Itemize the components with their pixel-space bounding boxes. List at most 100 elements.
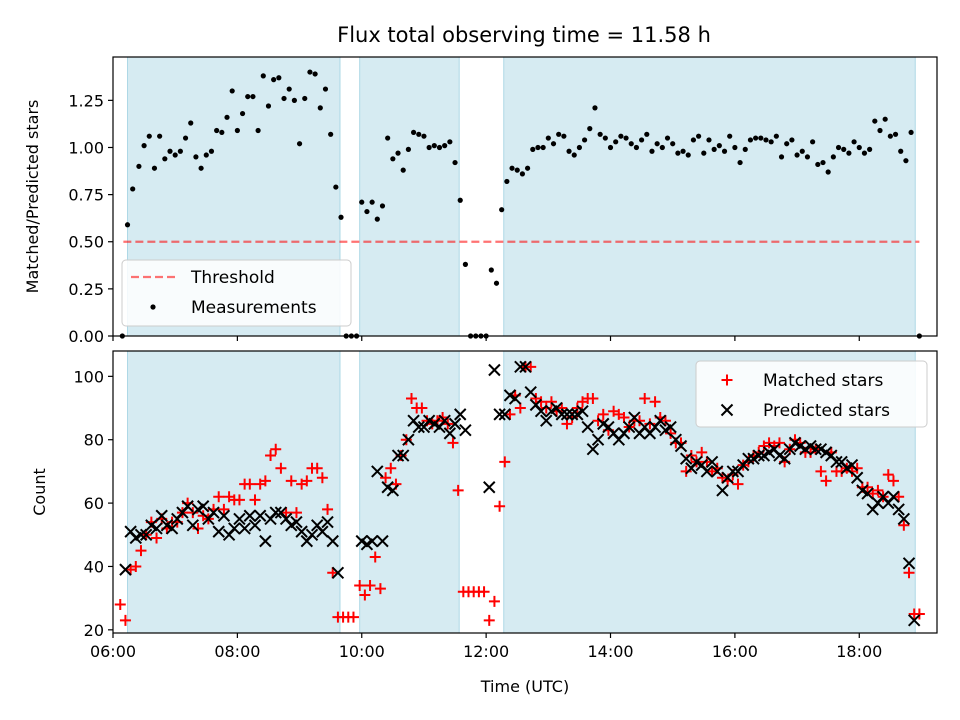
matched-star-marker [696, 446, 708, 458]
measurement-point [778, 154, 785, 160]
predicted-star-marker [555, 408, 569, 421]
measurement-point [841, 146, 847, 152]
measurement-point [540, 144, 546, 151]
measurement-point [556, 131, 562, 137]
measurement-point [794, 152, 800, 158]
matched-star-marker [130, 560, 142, 572]
measurement-point [416, 131, 422, 137]
measurement-point [561, 133, 567, 139]
matched-star-marker [347, 611, 359, 623]
predicted-star-marker [233, 512, 246, 526]
matched-star-marker [447, 437, 459, 449]
predicted-star-marker [438, 414, 451, 427]
predicted-star-marker [119, 563, 132, 576]
legend-matched-label: Matched stars [763, 371, 883, 391]
matched-star-marker [290, 507, 302, 519]
measurement-point [452, 159, 458, 166]
predicted-star-marker [295, 525, 308, 538]
panel-bottom: 20 40 60 80 100 06:00 08:00 10:00 12:00 14:00 16:0… [30, 350, 938, 696]
measurement-point [654, 141, 660, 147]
matched-star-marker [649, 396, 661, 408]
predicted-star-marker [716, 484, 729, 497]
predicted-star-marker [376, 534, 389, 548]
predicted-star-marker [371, 465, 384, 478]
measurement-point [499, 207, 505, 213]
measurement-point [846, 150, 852, 156]
measurement-point [281, 95, 287, 102]
measurement-point [172, 152, 178, 158]
predicted-star-marker [591, 433, 605, 446]
measurement-point [276, 75, 282, 81]
measurement-point [317, 105, 323, 111]
x-tick-label: 06:00 [90, 642, 136, 661]
measurement-point [581, 137, 588, 143]
measurement-point [385, 135, 391, 141]
measurement-point [239, 110, 246, 117]
predicted-star-marker [628, 411, 641, 424]
legend-matched-swatch [721, 374, 733, 386]
measurement-point [431, 143, 437, 149]
observing-span [359, 57, 460, 336]
matched-star-marker [233, 494, 245, 506]
measurement-point [892, 131, 899, 137]
legend: Threshold Measurements [121, 259, 352, 327]
matched-star-marker [374, 583, 386, 595]
matched-star-marker [364, 579, 376, 591]
y-tick-label: 20 [84, 621, 104, 640]
predicted-star-marker [321, 515, 334, 529]
predicted-star-marker [326, 534, 339, 548]
legend: Matched stars Predicted stars [695, 360, 928, 428]
predicted-star-marker [498, 408, 511, 421]
matched-star-marker [244, 478, 256, 490]
measurement-point [872, 118, 878, 124]
measurement-point [302, 95, 308, 102]
measurement-point [286, 86, 292, 92]
y-tick-label: 1.25 [68, 91, 104, 110]
predicted-star-marker [508, 392, 522, 405]
measurement-point [271, 77, 277, 83]
measurement-point [587, 126, 593, 132]
matched-star-marker [903, 567, 915, 579]
measurement-point [851, 139, 857, 145]
predicted-star-marker [493, 408, 506, 421]
x-tick-label: 08:00 [214, 642, 260, 661]
predicted-star-marker [887, 490, 900, 503]
measurement-point [550, 141, 557, 147]
measurement-point [436, 144, 443, 151]
predicted-star-marker [196, 500, 210, 513]
predicted-star-marker [397, 449, 410, 462]
x-tick-label: 18:00 [836, 642, 882, 661]
measurement-point [374, 216, 380, 222]
measurement-point [690, 137, 697, 143]
measurement-point [265, 103, 272, 109]
y-tick-label: 0.50 [68, 233, 104, 252]
matched-star-marker [192, 522, 204, 534]
measurement-point [784, 141, 790, 147]
predicted-star-marker [139, 528, 153, 541]
measurement-point [835, 144, 842, 151]
measurement-point [524, 165, 531, 171]
measurement-point [390, 156, 396, 162]
predicted-star-marker [253, 509, 267, 522]
measurement-point [768, 139, 774, 145]
predicted-star-marker [514, 360, 527, 374]
predicted-star-marker [207, 506, 220, 519]
matched-star-marker [701, 456, 713, 468]
measurement-point [758, 135, 764, 141]
measurement-point [633, 144, 640, 151]
measurement-point [124, 222, 131, 228]
measurement-point [882, 116, 888, 122]
measurement-point [198, 165, 204, 171]
predicted-star-marker [488, 363, 501, 377]
matched-star-marker [597, 408, 609, 420]
measurement-point [639, 137, 645, 143]
measurement-point [535, 144, 541, 151]
measurement-point [602, 135, 608, 141]
predicted-star-marker [830, 455, 843, 469]
predicted-star-marker [560, 408, 574, 421]
matched-star-marker [151, 532, 163, 544]
predicted-star-marker [448, 417, 462, 431]
measurement-point [208, 148, 215, 154]
measurement-point [799, 148, 805, 154]
predicted-star-marker [150, 522, 163, 535]
